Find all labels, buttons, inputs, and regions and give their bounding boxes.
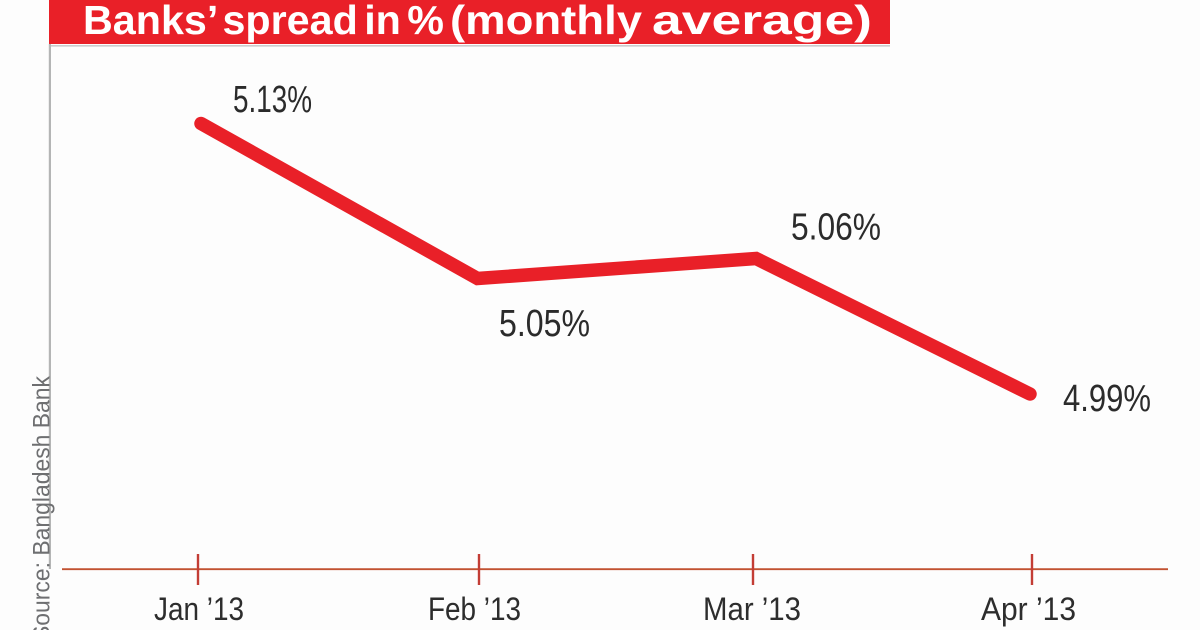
svg-text:4.99%: 4.99%	[1063, 378, 1151, 420]
svg-text:Feb ’13: Feb ’13	[428, 591, 521, 627]
svg-text:5.13%: 5.13%	[233, 79, 312, 121]
svg-text:(monthly: (monthly	[450, 0, 642, 43]
svg-text:Banks’ spread in %: Banks’ spread in %	[83, 0, 444, 43]
svg-text:Source: Bangladesh Bank: Source: Bangladesh Bank	[29, 375, 56, 630]
svg-text:5.06%: 5.06%	[791, 207, 881, 249]
svg-text:5.05%: 5.05%	[499, 303, 590, 345]
svg-text:Apr ’13: Apr ’13	[981, 591, 1076, 627]
svg-text:Jan ’13: Jan ’13	[154, 591, 244, 627]
svg-text:average): average)	[652, 0, 872, 43]
svg-text:Mar ’13: Mar ’13	[703, 591, 801, 627]
